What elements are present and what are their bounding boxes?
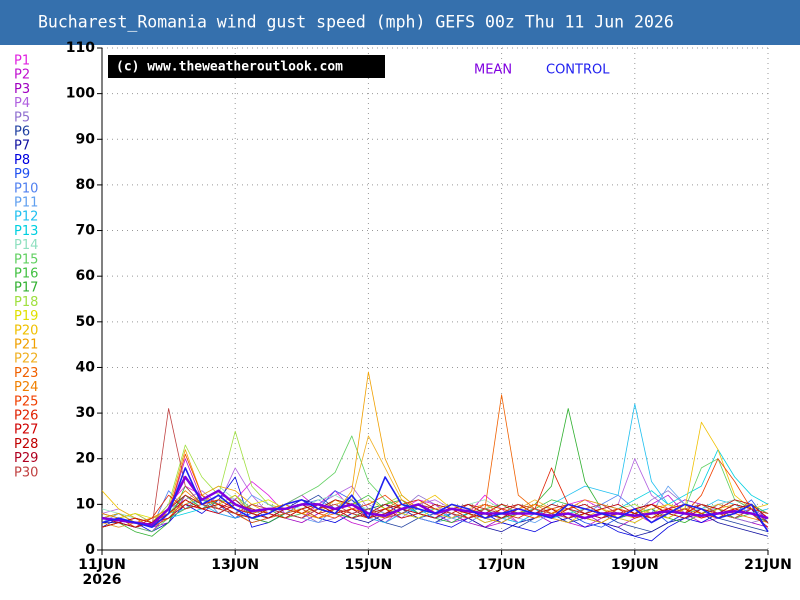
legend-label: P1 (14, 54, 30, 69)
y-tick-label: 40 (76, 359, 96, 375)
legend-label: MEAN (474, 63, 512, 78)
legend-label: P5 (14, 110, 30, 125)
y-tick-label: 80 (76, 177, 96, 193)
legend-label: P2 (14, 68, 30, 83)
y-tick-label: 60 (76, 268, 96, 284)
series-line (101, 467, 769, 533)
series-line (101, 394, 769, 528)
y-tick-label: 70 (76, 223, 96, 239)
x-tick-label: 13JUN (211, 557, 259, 573)
legend-label: P29 (14, 451, 38, 466)
series-line (101, 408, 769, 528)
legend-label: P13 (14, 224, 38, 239)
y-tick-label: 100 (66, 86, 95, 102)
legend-label: P12 (14, 210, 38, 225)
series-line (101, 504, 769, 528)
legend-label: P15 (14, 252, 38, 267)
series-line (101, 481, 769, 523)
y-tick-label: 30 (76, 405, 96, 421)
legend-label: P19 (14, 309, 38, 324)
legend-label: P22 (14, 352, 38, 367)
legend-label: P17 (14, 281, 38, 296)
legend-label: P18 (14, 295, 38, 310)
legend-label: P4 (14, 96, 30, 111)
x-year-label: 2026 (83, 572, 122, 588)
series-line (101, 421, 769, 523)
chart-title: Bucharest_Romania wind gust speed (mph) … (38, 13, 674, 32)
watermark-box (108, 55, 385, 78)
legend-label: P26 (14, 409, 38, 424)
y-tick-label: 20 (76, 451, 96, 467)
legend-label: P3 (14, 82, 30, 97)
series-line (101, 408, 769, 537)
legend-label: P11 (14, 196, 38, 211)
legend-label: P24 (14, 380, 38, 395)
legend-label: P27 (14, 423, 38, 438)
series-line (102, 494, 769, 537)
x-tick-label: 21JUN (744, 557, 792, 573)
legend-label: P7 (14, 139, 30, 154)
plot-area: 0 10 20 30 40 50 60 70 80 90 100 110 11JUN 13JUN 15JUN… (66, 40, 792, 588)
legend-label: P21 (14, 338, 38, 353)
watermark: (c) www.theweatheroutlook.com (116, 60, 343, 75)
x-tick-label: 15JUN (345, 557, 393, 573)
series-line (101, 435, 769, 533)
y-tick-label: 10 (76, 496, 96, 512)
legend-label: P10 (14, 181, 38, 196)
legend-label: P6 (14, 125, 30, 140)
series-line (101, 499, 769, 528)
y-tick-label: 50 (76, 314, 96, 330)
series-line (101, 449, 769, 528)
legend-label: P30 (14, 465, 38, 480)
legend-label: P14 (14, 238, 38, 253)
legend-label: P16 (14, 267, 38, 282)
y-tick-label: 90 (76, 131, 96, 147)
legend-label: P25 (14, 394, 38, 409)
x-tick-label: 11JUN (78, 557, 126, 573)
x-tick-label: 19JUN (611, 557, 659, 573)
legend-label: P28 (14, 437, 38, 452)
x-tick-label: 17JUN (478, 557, 526, 573)
legend-label: P23 (14, 366, 38, 381)
legend-label: CONTROL (546, 63, 610, 78)
y-tick-label: 110 (66, 40, 95, 56)
legend-label: P8 (14, 153, 30, 168)
title-bar (0, 0, 800, 45)
legend-label: P9 (14, 167, 30, 182)
legend-label: P20 (14, 323, 38, 338)
y-tick-label: 0 (85, 542, 95, 558)
